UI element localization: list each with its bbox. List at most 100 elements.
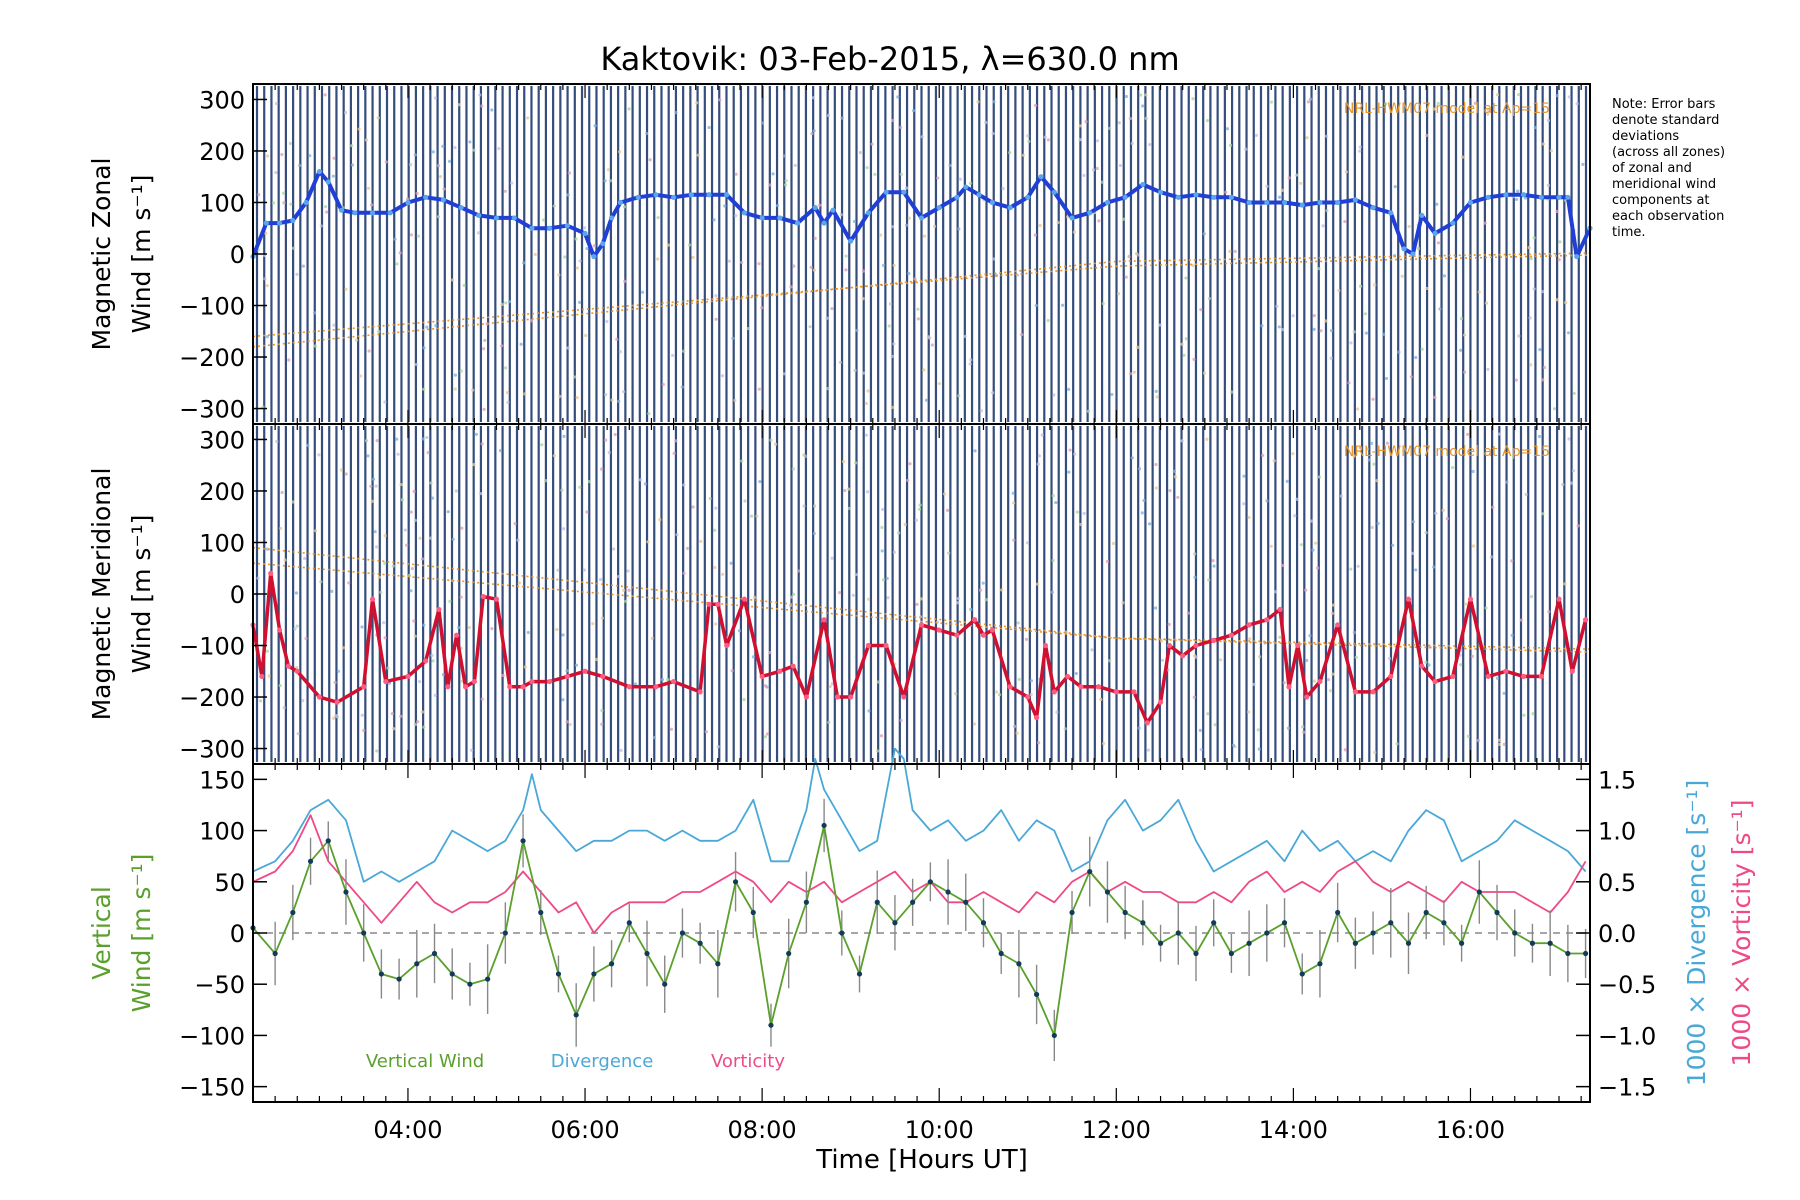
zone-wind-dot (666, 243, 670, 247)
zone-wind-dot (1527, 246, 1531, 250)
meridional-wind-line-point (936, 627, 942, 633)
meridional-wind-line-point (741, 596, 748, 602)
zonal-wind-line-point (1485, 194, 1491, 200)
zone-wind-dot (604, 392, 608, 397)
zone-wind-dot (613, 432, 617, 437)
zone-wind-dot (604, 438, 608, 442)
zone-wind-dot (1060, 303, 1065, 307)
zone-wind-dot (1122, 217, 1126, 221)
zone-wind-dot (420, 557, 424, 561)
y-tick-label: 300 (199, 426, 245, 454)
zone-wind-dot (1075, 510, 1079, 514)
vertical-wind-line-point (1317, 961, 1323, 967)
zone-wind-dot (854, 572, 858, 577)
zonal-wind-line-point (493, 215, 500, 221)
zone-wind-dot (618, 350, 622, 354)
zone-wind-dot (1376, 521, 1380, 525)
zone-wind-dot (969, 607, 973, 612)
zone-wind-dot (448, 599, 452, 604)
zone-wind-dot (1051, 494, 1055, 498)
zone-wind-dot (1051, 558, 1055, 563)
zone-wind-dot (704, 730, 708, 734)
zone-wind-dot (349, 144, 354, 148)
zone-wind-dot (680, 385, 684, 389)
zone-wind-dot (434, 324, 438, 328)
zone-wind-dot (295, 665, 299, 670)
zone-wind-dot (1117, 292, 1121, 296)
zone-wind-dot (1486, 367, 1490, 371)
meridional-wind-line-point (507, 684, 513, 690)
zone-wind-dot (890, 405, 894, 409)
zonal-wind-line-point (1299, 202, 1305, 208)
zonal-wind-line-point (608, 215, 615, 221)
vertical-wind-line-point (485, 976, 491, 982)
zone-wind-dot (1067, 387, 1071, 391)
zone-wind-dot (1141, 104, 1145, 108)
zone-wind-dot (1011, 501, 1016, 505)
zone-wind-dot (1128, 116, 1133, 121)
zone-wind-dot (789, 595, 794, 599)
zone-wind-dot (498, 449, 503, 453)
zone-wind-dot (861, 371, 866, 375)
zone-wind-dot (1286, 726, 1291, 730)
zone-wind-dot (1484, 606, 1488, 610)
vertical-wind-line-point (1529, 940, 1536, 946)
y-tick-label: −50 (194, 971, 245, 999)
y-tick-label: 50 (214, 869, 245, 897)
zone-wind-dot (399, 714, 403, 718)
zone-wind-dot (603, 179, 607, 183)
x-axis-label: Time [Hours UT] (815, 1145, 1028, 1175)
zone-wind-dot (739, 260, 744, 265)
zone-wind-dot (610, 398, 614, 402)
zone-wind-dot (670, 353, 675, 358)
zone-wind-dot (354, 338, 359, 342)
vertical-wind-line-point (732, 879, 739, 885)
zone-wind-dot (740, 459, 744, 463)
zone-wind-dot (1027, 139, 1031, 144)
zone-wind-dot (852, 219, 856, 224)
zone-wind-dot (1424, 530, 1428, 535)
vertical-wind-line-point (697, 940, 703, 946)
meridional-wind-line-point (626, 684, 632, 690)
zone-wind-dot (296, 732, 300, 736)
zone-wind-dot (360, 713, 364, 717)
zone-wind-dot (1538, 347, 1542, 352)
zone-wind-dot (765, 732, 770, 736)
zone-wind-dot (1137, 726, 1141, 730)
vertical-wind-line-point (1547, 940, 1553, 946)
zone-wind-dot (1137, 467, 1142, 471)
zone-wind-dot (1192, 695, 1196, 699)
zone-wind-dot (462, 283, 466, 288)
zone-wind-dot (864, 433, 869, 437)
zone-wind-dot (1344, 170, 1348, 174)
zone-wind-dot (1497, 432, 1501, 436)
zone-wind-dot (1367, 458, 1371, 462)
zone-wind-dot (1317, 267, 1321, 271)
zone-wind-dot (403, 528, 407, 532)
zone-wind-dot (1228, 143, 1233, 147)
legend-vorticity: Vorticity (711, 1051, 785, 1072)
meridional-wind-line-point (1264, 617, 1270, 623)
zone-wind-dot (1330, 611, 1334, 615)
zone-wind-dot (301, 264, 306, 268)
meridional-wind-line-point (276, 627, 283, 633)
meridional-wind-line-point (259, 673, 265, 680)
zonal-model-curve (252, 254, 1591, 338)
svg-text:1000 × Divergence [s⁻¹]: 1000 × Divergence [s⁻¹] (1682, 780, 1711, 1087)
zone-wind-dot (295, 272, 299, 277)
zone-wind-dot (357, 127, 361, 131)
meridional-wind-line-point (790, 663, 796, 669)
zone-wind-dot (503, 189, 507, 193)
zonal-wind-line-point (582, 230, 588, 236)
zonal-wind-line-point (794, 220, 801, 226)
zone-wind-dot (622, 588, 626, 592)
zone-wind-dot (743, 499, 747, 503)
zone-wind-dot (1411, 520, 1416, 524)
zone-wind-dot (578, 259, 582, 263)
zone-wind-dot (784, 183, 788, 187)
zone-wind-dot (714, 622, 718, 626)
zone-wind-dot (414, 362, 419, 367)
zonal-wind-line-point (303, 199, 309, 206)
zone-wind-dot (1555, 209, 1559, 214)
zone-wind-dot (936, 176, 940, 180)
